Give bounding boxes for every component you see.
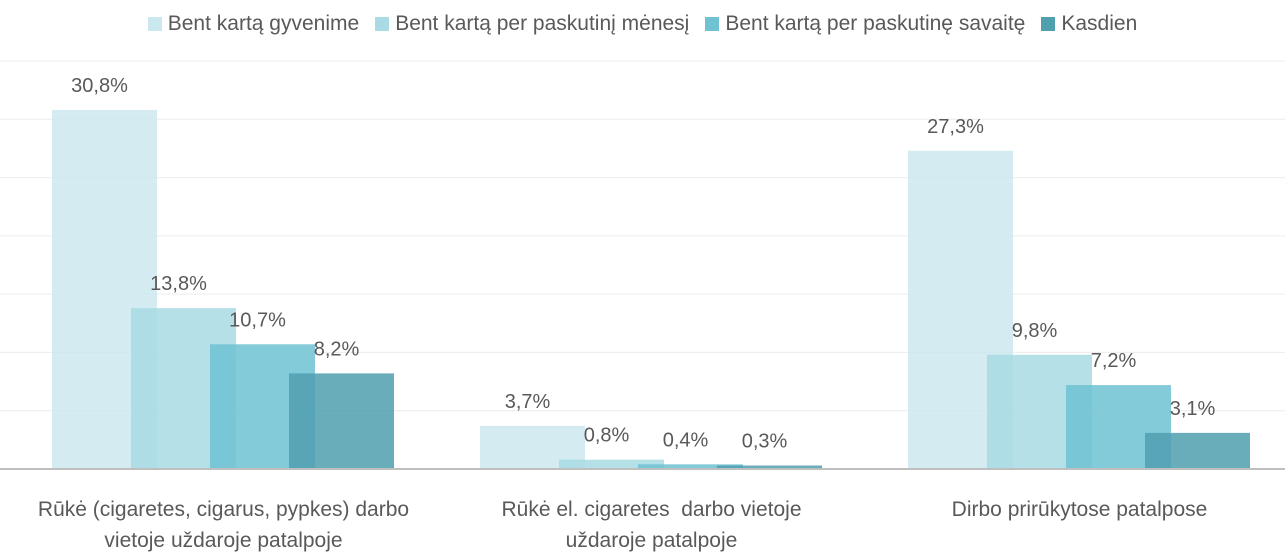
data-label: 3,1% xyxy=(1170,398,1216,420)
data-label: 0,4% xyxy=(663,429,709,451)
legend-label: Bent kartą per paskutinį mėnesį xyxy=(395,12,690,35)
bar xyxy=(289,373,394,469)
data-label: 8,2% xyxy=(314,338,360,360)
data-label: 3,7% xyxy=(505,391,551,413)
legend-swatch xyxy=(147,17,162,31)
data-label: 10,7% xyxy=(229,309,286,331)
legend-swatch xyxy=(375,17,390,31)
data-label: 27,3% xyxy=(927,116,984,138)
data-label: 0,3% xyxy=(742,431,788,453)
x-tick-label: Dirbo prirūkytose patalpose xyxy=(951,498,1208,521)
data-label: 30,8% xyxy=(71,75,128,97)
data-label: 13,8% xyxy=(150,273,207,295)
bar xyxy=(1145,432,1250,469)
data-label: 7,2% xyxy=(1091,350,1137,372)
legend: Bent kartą gyvenime Bent kartą per paskut… xyxy=(0,12,1285,36)
legend-item: Kasdien xyxy=(1041,12,1137,36)
legend-item: Bent kartą gyvenime xyxy=(147,12,360,36)
legend-swatch xyxy=(705,17,720,31)
bar xyxy=(717,465,822,469)
data-label: 0,8% xyxy=(584,425,630,447)
bar xyxy=(638,464,743,469)
bar xyxy=(559,459,664,469)
legend-item: Bent kartą per paskutinį mėnesį xyxy=(375,12,689,36)
x-tick-label: Rūkė el. cigaretes darbo vietoje uždaroj… xyxy=(501,498,808,552)
legend-swatch xyxy=(1041,17,1056,31)
data-label: 9,8% xyxy=(1012,320,1058,342)
legend-item: Bent kartą per paskutinę savaitę xyxy=(705,12,1025,36)
legend-label: Kasdien xyxy=(1061,12,1138,35)
legend-label: Bent kartą per paskutinę savaitę xyxy=(725,12,1026,35)
legend-label: Bent kartą gyvenime xyxy=(167,12,360,35)
x-tick-label: Rūkė (cigaretes, cigarus, pypkes) darbo … xyxy=(37,498,415,552)
